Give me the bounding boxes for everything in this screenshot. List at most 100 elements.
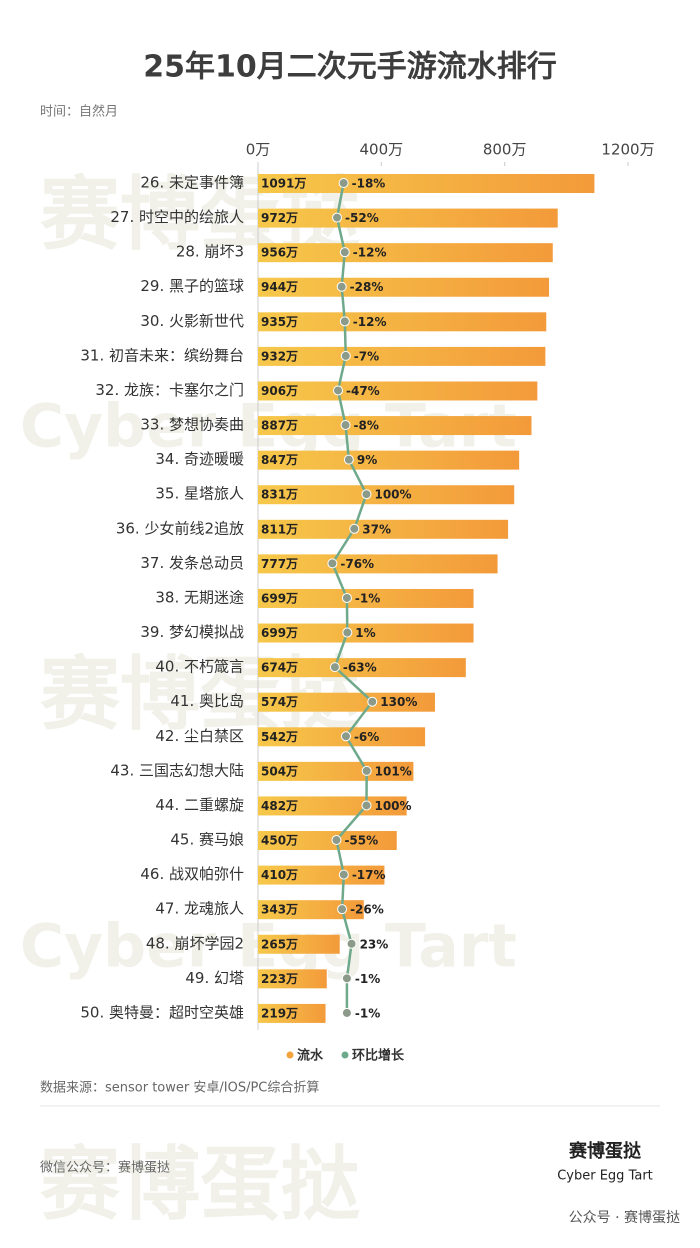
growth-label: -8% xyxy=(354,419,379,433)
bar xyxy=(258,588,474,608)
growth-label: -63% xyxy=(343,661,377,675)
growth-point xyxy=(331,835,342,846)
brand-en: Cyber Egg Tart xyxy=(557,1169,653,1184)
growth-label: -12% xyxy=(353,315,387,329)
growth-point xyxy=(341,592,352,603)
watermark: 赛博蛋挞 xyxy=(40,1138,360,1231)
growth-point xyxy=(336,281,347,292)
bar xyxy=(258,174,595,193)
growth-label: -47% xyxy=(346,384,380,398)
bar xyxy=(258,243,553,263)
growth-label: -7% xyxy=(354,349,379,363)
growth-label: -1% xyxy=(355,591,380,605)
category-label: 42. 尘白禁区 xyxy=(155,727,244,745)
category-label: 32. 龙族：卡塞尔之门 xyxy=(95,381,244,399)
x-tick-label: 0万 xyxy=(246,141,271,159)
growth-label: 9% xyxy=(357,453,377,467)
category-label: 36. 少女前线2追放 xyxy=(116,519,244,537)
growth-point xyxy=(342,627,353,638)
x-tick-label: 1200万 xyxy=(601,141,654,159)
growth-point xyxy=(329,662,340,673)
category-label: 27. 时空中的绘旅人 xyxy=(110,208,244,226)
bar-value-label: 674万 xyxy=(261,661,298,675)
bar xyxy=(258,554,498,574)
bar-value-label: 1091万 xyxy=(261,177,306,191)
growth-point xyxy=(361,489,372,500)
bar-value-label: 972万 xyxy=(261,211,298,225)
growth-label: -76% xyxy=(340,557,374,571)
bar xyxy=(258,796,407,816)
category-label: 33. 梦想协奏曲 xyxy=(140,416,244,434)
growth-label: -28% xyxy=(350,280,384,294)
growth-point xyxy=(333,385,344,396)
bar-value-label: 847万 xyxy=(261,453,298,467)
growth-point xyxy=(327,558,338,569)
category-label: 41. 奥比岛 xyxy=(170,692,244,710)
bar xyxy=(258,900,364,920)
growth-point xyxy=(340,420,351,431)
bar xyxy=(258,934,340,954)
growth-label: -18% xyxy=(352,177,386,191)
subtitle: 时间：自然月 xyxy=(40,104,118,120)
bar-value-label: 223万 xyxy=(261,972,298,986)
bar-value-label: 811万 xyxy=(261,522,298,536)
category-label: 35. 星塔旅人 xyxy=(155,485,244,503)
bar-value-label: 699万 xyxy=(261,591,298,605)
growth-point xyxy=(339,316,350,327)
bar xyxy=(258,277,550,297)
wechat: 公众号 · 赛博蛋挞 xyxy=(569,1209,680,1226)
bar xyxy=(258,865,385,885)
category-label: 28. 崩坏3 xyxy=(176,243,244,261)
growth-label: 37% xyxy=(362,522,391,536)
category-label: 50. 奥特曼：超时空英雄 xyxy=(80,1003,244,1021)
bar xyxy=(258,658,466,678)
growth-point xyxy=(346,938,357,949)
growth-label: -1% xyxy=(355,972,380,986)
bar-value-label: 542万 xyxy=(261,730,298,744)
growth-label: -1% xyxy=(355,1006,380,1020)
growth-point xyxy=(341,1007,352,1018)
growth-point xyxy=(340,731,351,742)
growth-label: -6% xyxy=(354,730,379,744)
bar xyxy=(258,623,474,643)
growth-label: -26% xyxy=(350,903,384,917)
category-label: 29. 黑子的篮球 xyxy=(140,277,244,295)
category-label: 31. 初音未来：缤纷舞台 xyxy=(80,346,244,364)
legend-label: 环比增长 xyxy=(352,1048,405,1064)
bar-value-label: 777万 xyxy=(261,557,298,571)
growth-point xyxy=(338,178,349,188)
bar xyxy=(258,381,538,401)
category-label: 30. 火影新世代 xyxy=(140,312,244,330)
growth-label: -55% xyxy=(344,834,378,848)
growth-label: -52% xyxy=(345,211,379,225)
bar-value-label: 343万 xyxy=(261,903,298,917)
category-label: 38. 无期迷途 xyxy=(155,588,244,606)
growth-point xyxy=(340,350,351,361)
bar-value-label: 219万 xyxy=(261,1006,298,1020)
growth-label: -12% xyxy=(353,246,387,260)
growth-label: -17% xyxy=(352,868,386,882)
bar-value-label: 450万 xyxy=(261,834,298,848)
bar-value-label: 410万 xyxy=(261,868,298,882)
brand: 赛博蛋挞 xyxy=(568,1140,642,1162)
growth-point xyxy=(339,247,350,258)
category-label: 39. 梦幻模拟战 xyxy=(140,623,244,641)
bar-value-label: 932万 xyxy=(261,349,298,363)
growth-point xyxy=(337,904,348,915)
growth-label: 23% xyxy=(360,937,389,951)
growth-point xyxy=(338,869,349,880)
category-label: 44. 二重螺旋 xyxy=(155,796,244,814)
category-label: 37. 发条总动员 xyxy=(140,554,244,572)
growth-point xyxy=(343,454,354,465)
bar xyxy=(258,1003,326,1023)
growth-label: 101% xyxy=(375,764,412,778)
x-tick-label: 800万 xyxy=(483,141,527,159)
footer: 微信公众号：赛博蛋挞 xyxy=(40,1160,170,1176)
bar-value-label: 265万 xyxy=(261,937,298,951)
category-label: 48. 崩坏学园2 xyxy=(146,934,244,952)
bar xyxy=(258,312,547,332)
growth-point xyxy=(349,523,360,534)
growth-label: 1% xyxy=(355,626,375,640)
bar xyxy=(258,208,558,228)
